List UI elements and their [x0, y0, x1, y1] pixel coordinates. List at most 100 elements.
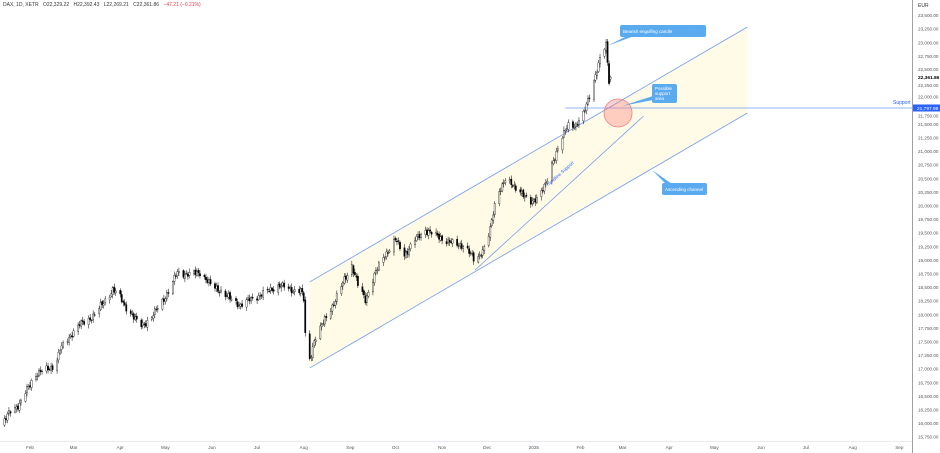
- candle: [525, 192, 528, 198]
- candle-body: [393, 239, 395, 253]
- candle: [99, 298, 102, 312]
- candle-body: [492, 214, 495, 221]
- candle-body: [69, 334, 72, 337]
- candle: [66, 338, 69, 346]
- candle: [87, 315, 90, 329]
- candle: [555, 147, 558, 164]
- candle-body: [519, 189, 522, 193]
- currency-label[interactable]: EUR: [918, 3, 929, 9]
- candle-body: [450, 241, 452, 243]
- candle: [56, 357, 58, 374]
- candle-body: [155, 309, 158, 311]
- time-tick-label: Apr: [117, 445, 125, 450]
- price-axis[interactable]: 23,500.00 23,250.00 23,000.00 22,750.00 22,5…: [912, 0, 940, 453]
- candle-body: [447, 239, 449, 244]
- candle-body: [167, 292, 170, 294]
- candle-body: [397, 240, 400, 242]
- candle: [582, 109, 585, 125]
- price-tick-label: 19,250.00: [918, 244, 939, 249]
- candle-body: [268, 290, 271, 292]
- candle: [209, 275, 212, 287]
- price-axis-bg: [912, 0, 940, 453]
- candle-body: [346, 275, 349, 281]
- time-tick-label: Sep: [346, 445, 355, 450]
- candle: [214, 281, 216, 292]
- time-tick-label: Jul: [803, 445, 809, 450]
- candle-body: [164, 298, 167, 302]
- channel-upper-line[interactable]: [309, 26, 748, 283]
- candle-body: [608, 63, 610, 84]
- candle: [320, 322, 323, 331]
- trendline-support[interactable]: [474, 115, 644, 271]
- candle: [588, 94, 591, 103]
- candle-body: [50, 366, 52, 371]
- candle-body: [104, 298, 107, 303]
- time-axis[interactable]: Feb Mar Apr May Jun Jul Aug Sep Oct Nov Dec 2025 Feb…: [0, 441, 912, 453]
- candle: [208, 277, 210, 287]
- time-tick-label: Aug: [849, 445, 858, 450]
- candle-body: [555, 151, 558, 161]
- candle-body: [424, 230, 427, 235]
- candle-body: [551, 162, 553, 181]
- candle-body: [498, 191, 501, 204]
- candle: [575, 121, 577, 131]
- candle: [101, 300, 104, 309]
- channel-lower-line[interactable]: [309, 112, 748, 369]
- price-tick-label: 20,250.00: [918, 190, 939, 195]
- candle: [335, 290, 338, 305]
- price-tick-label: 15,750.00: [918, 435, 939, 440]
- candle-body: [352, 265, 355, 274]
- candle: [36, 372, 39, 381]
- candle: [373, 271, 376, 286]
- candle: [325, 313, 328, 322]
- candle: [292, 289, 295, 295]
- candle: [229, 290, 231, 303]
- candle-body: [135, 315, 138, 320]
- callout-ascending-channel[interactable]: Ascending channel: [662, 183, 707, 195]
- candle-body: [508, 179, 511, 182]
- callout-bearish-engulfing[interactable]: Bearish engulfing candle: [620, 25, 706, 37]
- candle-body: [323, 316, 326, 325]
- candle-body: [178, 271, 180, 273]
- candle: [38, 368, 40, 378]
- candle-body: [162, 298, 165, 302]
- candle-body: [68, 337, 70, 343]
- candle-body: [376, 269, 379, 271]
- candle: [566, 125, 568, 132]
- candle: [182, 269, 185, 280]
- candle: [319, 322, 322, 341]
- candle-body: [599, 57, 601, 65]
- candle: [143, 321, 146, 329]
- candle: [468, 245, 471, 258]
- candle-body: [325, 316, 328, 318]
- candle: [393, 235, 395, 256]
- candle-body: [471, 253, 474, 255]
- time-tick-label: Feb: [26, 445, 34, 450]
- time-axis-bg: [0, 441, 912, 453]
- candle-body: [247, 297, 249, 300]
- candle: [564, 128, 567, 135]
- support-area-circle[interactable]: [603, 98, 633, 128]
- candle-body: [239, 304, 242, 307]
- candle-body: [340, 286, 343, 294]
- candle: [287, 283, 290, 292]
- candle: [205, 273, 207, 284]
- candle-body: [603, 49, 606, 57]
- candle: [299, 286, 302, 297]
- candle: [289, 285, 292, 292]
- candle-body: [456, 238, 459, 246]
- candle: [290, 283, 293, 297]
- callout-possible-support-area[interactable]: Possible support area: [652, 84, 677, 103]
- candle-body: [403, 247, 406, 257]
- candle: [196, 268, 198, 277]
- candle: [278, 281, 281, 290]
- ascending-channel[interactable]: [309, 26, 748, 369]
- candle: [62, 340, 64, 349]
- candle-body: [566, 128, 568, 130]
- candle-body: [523, 196, 526, 198]
- candle: [266, 286, 269, 294]
- drawings[interactable]: [474, 36, 912, 271]
- candle: [363, 289, 365, 299]
- candle: [384, 255, 386, 261]
